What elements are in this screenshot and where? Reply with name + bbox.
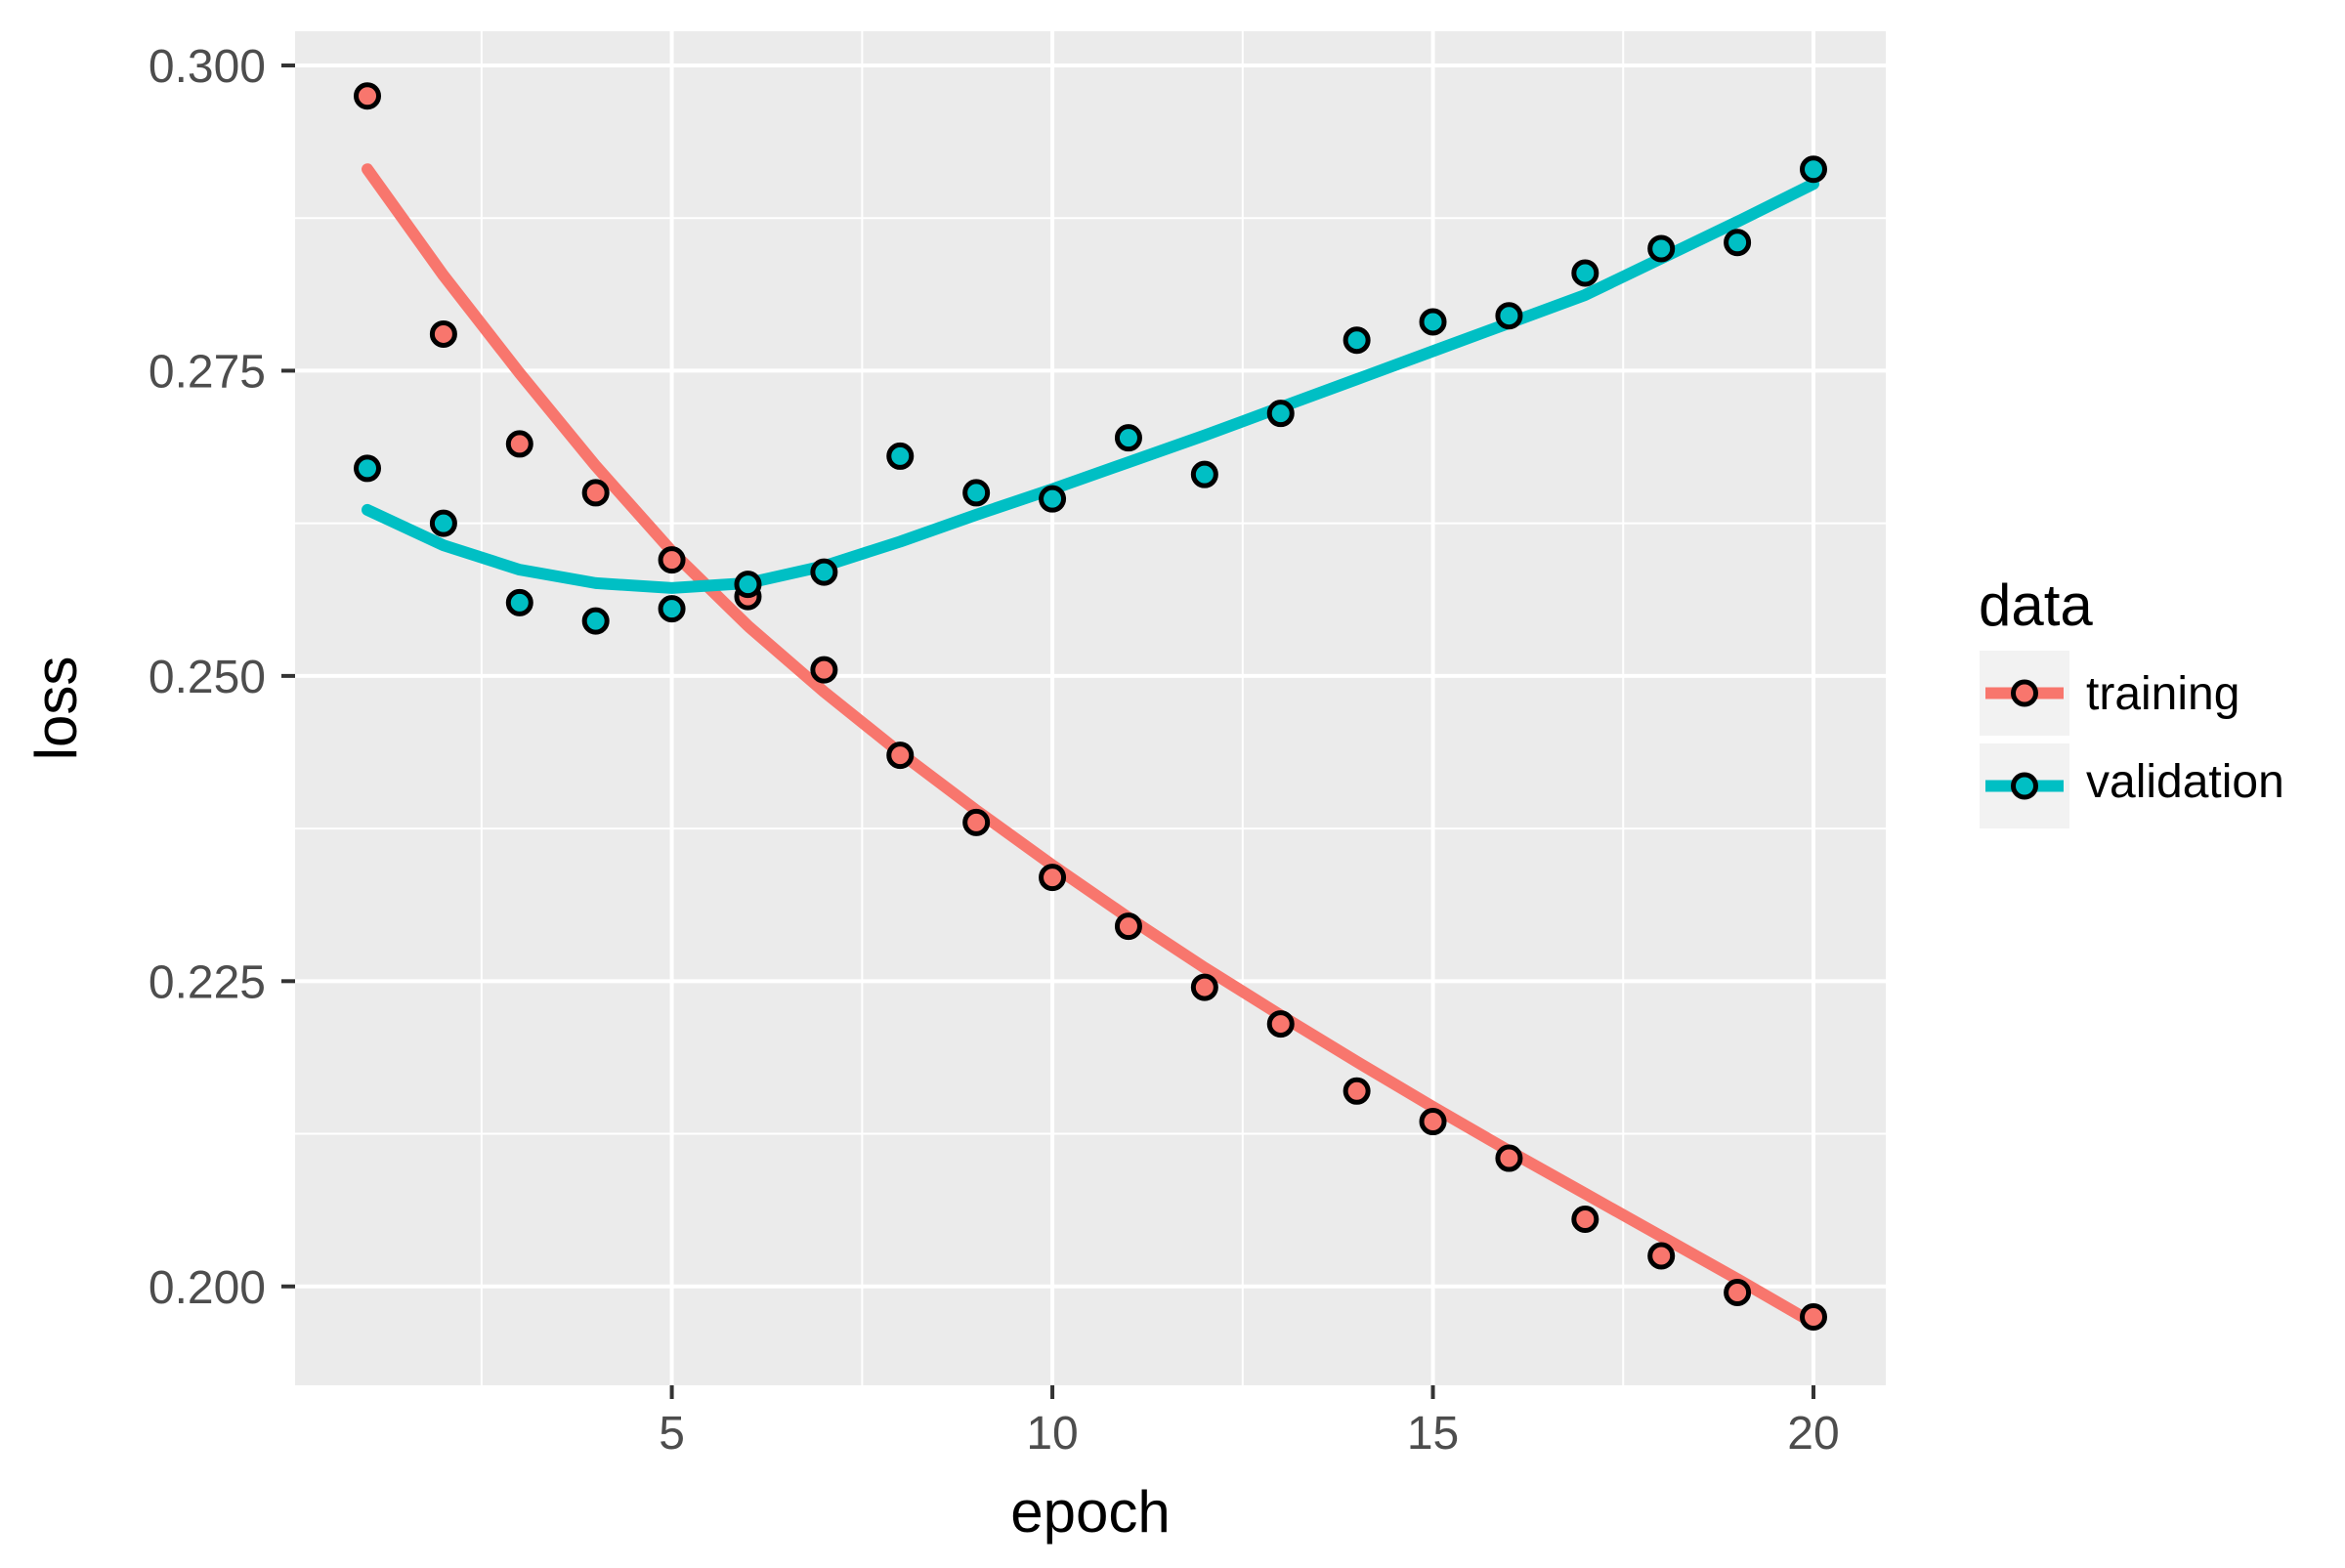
plot-panel [295, 31, 1886, 1385]
point-validation-epoch-14 [1343, 326, 1371, 355]
point-training-epoch-8 [886, 742, 915, 770]
point-training-epoch-19 [1724, 1279, 1752, 1307]
y-tick-label: 0.225 [149, 956, 266, 1008]
point-validation-epoch-4 [581, 607, 610, 635]
point-validation-epoch-17 [1571, 259, 1599, 287]
x-tick-label: 10 [1026, 1408, 1078, 1460]
legend-label-validation: validation [2086, 756, 2284, 808]
point-training-epoch-4 [581, 479, 610, 507]
point-training-epoch-14 [1343, 1077, 1371, 1105]
point-validation-epoch-11 [1114, 424, 1142, 452]
point-training-epoch-18 [1647, 1242, 1676, 1270]
x-tick-label: 15 [1407, 1408, 1459, 1460]
y-axis-title: loss [23, 657, 89, 761]
point-training-epoch-13 [1266, 1010, 1295, 1038]
legend: data training validation [1979, 572, 2284, 828]
point-training-epoch-5 [658, 546, 686, 574]
smooth-line-validation [362, 178, 1819, 594]
minor-gridlines [295, 31, 1886, 1385]
panel-background [295, 31, 1886, 1385]
point-validation-epoch-19 [1724, 229, 1752, 257]
legend-key-marker-training [2011, 679, 2038, 707]
point-validation-epoch-6 [734, 571, 762, 599]
x-tick-label: 20 [1787, 1408, 1839, 1460]
point-validation-epoch-7 [810, 558, 838, 586]
legend-label-training: training [2086, 668, 2239, 720]
point-training-epoch-16 [1495, 1144, 1523, 1172]
point-validation-epoch-13 [1266, 400, 1295, 428]
point-training-epoch-7 [810, 656, 838, 684]
point-validation-epoch-15 [1419, 308, 1447, 336]
point-training-epoch-11 [1114, 912, 1142, 941]
legend-title: data [1979, 572, 2093, 638]
point-validation-epoch-9 [962, 479, 991, 507]
point-training-epoch-3 [505, 430, 533, 458]
point-training-epoch-17 [1571, 1206, 1599, 1234]
point-training-epoch-10 [1039, 864, 1067, 892]
point-validation-epoch-12 [1190, 460, 1218, 488]
x-axis-title: epoch [1010, 1479, 1170, 1545]
point-training-epoch-2 [429, 319, 457, 348]
point-validation-epoch-8 [886, 442, 915, 470]
point-training-epoch-9 [962, 808, 991, 836]
point-validation-epoch-5 [658, 595, 686, 623]
point-validation-epoch-1 [354, 454, 381, 483]
major-gridlines [295, 31, 1886, 1385]
point-validation-epoch-3 [505, 588, 533, 616]
point-training-epoch-1 [354, 82, 381, 110]
point-validation-epoch-18 [1647, 234, 1676, 263]
axes: 0.200 0.225 0.250 0.275 0.300 5 10 15 20 [149, 41, 1840, 1460]
point-training-epoch-15 [1419, 1108, 1447, 1136]
point-validation-epoch-2 [429, 509, 457, 537]
legend-keys [1980, 651, 2069, 828]
x-tick-label: 5 [659, 1408, 685, 1460]
y-tick-label: 0.275 [149, 346, 266, 398]
y-tick-label: 0.300 [149, 41, 266, 93]
smooth-line-training [362, 163, 1819, 1330]
data-points [354, 82, 1827, 1332]
smooth-lines [362, 163, 1819, 1330]
point-training-epoch-12 [1190, 973, 1218, 1001]
point-training-epoch-20 [1800, 1303, 1827, 1332]
point-validation-epoch-16 [1495, 302, 1523, 330]
point-validation-epoch-20 [1800, 155, 1827, 184]
legend-key-marker-validation [2011, 772, 2038, 800]
y-tick-label: 0.200 [149, 1262, 266, 1314]
point-validation-epoch-10 [1039, 485, 1067, 513]
y-tick-label: 0.250 [149, 652, 266, 703]
